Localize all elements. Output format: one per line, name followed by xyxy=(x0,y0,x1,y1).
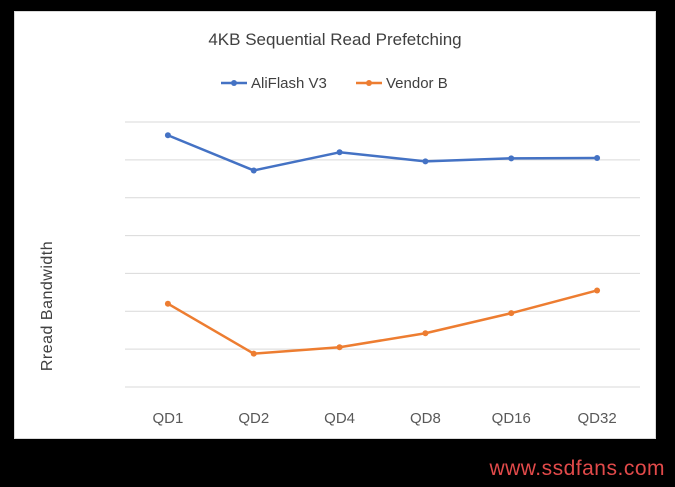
series-line-0 xyxy=(167,134,598,172)
legend-label-series-0: AliFlash V3 xyxy=(251,75,327,92)
legend-marker-series-1 xyxy=(366,80,372,86)
watermark-text: www.ssdfans.com xyxy=(489,457,665,480)
legend-item-series-1: Vendor B xyxy=(356,75,448,92)
data-point-series-1 xyxy=(594,287,601,294)
x-tick-label: QD8 xyxy=(410,410,441,427)
y-axis-title: Rread Bandwidth xyxy=(39,241,56,371)
data-point-series-1 xyxy=(336,344,343,351)
data-point-series-1 xyxy=(250,350,257,357)
chart-title: 4KB Sequential Read Prefetching xyxy=(208,30,461,49)
data-point-series-0 xyxy=(508,155,515,162)
legend-item-series-0: AliFlash V3 xyxy=(221,75,327,92)
data-point-series-1 xyxy=(422,330,429,337)
x-axis-ticks: QD1 QD2 QD4 QD8 QD16 QD32 xyxy=(152,410,616,427)
data-point-series-0 xyxy=(164,132,171,139)
line-chart: 4KB Sequential Read Prefetching AliFlash… xyxy=(39,30,640,427)
chart-frame: 4KB Sequential Read Prefetching AliFlash… xyxy=(14,11,656,439)
x-tick-label: QD4 xyxy=(324,410,355,427)
x-tick-label: QD2 xyxy=(238,410,269,427)
x-tick-label: QD16 xyxy=(492,410,531,427)
legend-label-series-1: Vendor B xyxy=(386,75,448,92)
data-point-series-0 xyxy=(422,158,429,165)
series-line-1 xyxy=(167,289,598,355)
data-point-series-0 xyxy=(594,154,601,161)
legend-marker-series-0 xyxy=(231,80,237,86)
gridlines xyxy=(125,121,640,388)
data-point-series-1 xyxy=(164,300,171,307)
data-point-series-0 xyxy=(250,167,257,174)
x-tick-label: QD1 xyxy=(152,410,183,427)
series-lines xyxy=(164,132,601,357)
data-point-series-1 xyxy=(508,310,515,317)
x-tick-label: QD32 xyxy=(577,410,616,427)
legend: AliFlash V3 Vendor B xyxy=(221,75,448,92)
data-point-series-0 xyxy=(336,149,343,156)
